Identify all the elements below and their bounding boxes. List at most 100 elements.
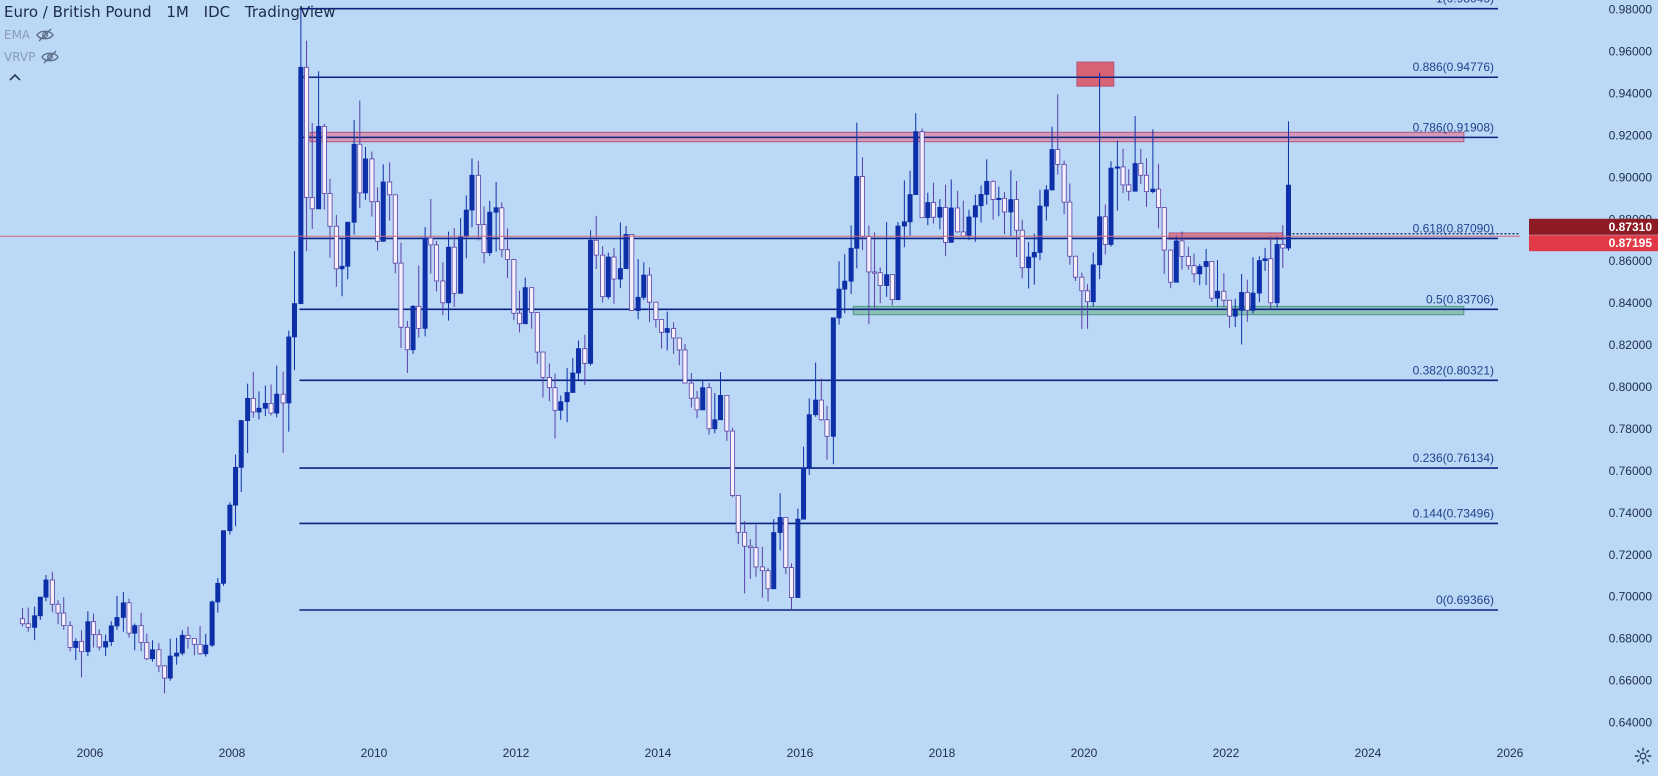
candle-up[interactable]: [220, 530, 226, 586]
candle-up[interactable]: [487, 200, 493, 256]
candle-down[interactable]: [304, 40, 310, 252]
candle-up[interactable]: [996, 186, 1002, 217]
candle-down[interactable]: [375, 187, 381, 251]
candle-down[interactable]: [1156, 163, 1162, 229]
candle-up[interactable]: [1262, 247, 1268, 271]
candle-down[interactable]: [1221, 273, 1227, 307]
gear-icon[interactable]: [1634, 747, 1652, 765]
candle-down[interactable]: [955, 190, 961, 233]
candle-up[interactable]: [1026, 242, 1032, 289]
candle-down[interactable]: [688, 372, 694, 408]
candle-down[interactable]: [1191, 253, 1197, 283]
candle-up[interactable]: [233, 454, 239, 527]
candle-down[interactable]: [540, 351, 546, 398]
candle-down[interactable]: [511, 259, 517, 321]
candle-down[interactable]: [1143, 158, 1149, 207]
candle-up[interactable]: [913, 113, 919, 195]
candle-down[interactable]: [398, 242, 404, 349]
candle-up[interactable]: [469, 158, 475, 228]
candle-down[interactable]: [534, 312, 540, 364]
candle-up[interactable]: [245, 383, 251, 454]
candle-up[interactable]: [493, 181, 499, 252]
candle-up[interactable]: [617, 222, 623, 289]
candle-down[interactable]: [250, 371, 256, 418]
candle-up[interactable]: [712, 393, 718, 434]
candle-down[interactable]: [280, 371, 286, 453]
candle-up[interactable]: [1008, 170, 1014, 237]
candle-up[interactable]: [345, 221, 351, 280]
eye-crossed-icon[interactable]: [36, 28, 54, 42]
candle-down[interactable]: [1067, 183, 1073, 265]
candle-up[interactable]: [1285, 121, 1291, 251]
candle-down[interactable]: [499, 202, 505, 258]
candle-up[interactable]: [316, 71, 322, 210]
candle-down[interactable]: [1209, 261, 1215, 302]
candle-down[interactable]: [659, 319, 665, 349]
candle-up[interactable]: [966, 209, 972, 241]
candle-up[interactable]: [564, 367, 570, 423]
candle-down[interactable]: [788, 563, 794, 611]
candle-up[interactable]: [298, 8, 304, 305]
candle-up[interactable]: [132, 623, 138, 651]
candle-up[interactable]: [588, 230, 594, 366]
candle-down[interactable]: [759, 546, 765, 598]
candle-up[interactable]: [948, 179, 954, 243]
candle-down[interactable]: [1227, 299, 1233, 328]
candle-down[interactable]: [517, 290, 523, 333]
candle-down[interactable]: [1268, 235, 1274, 309]
candle-down[interactable]: [877, 267, 883, 304]
candle-up[interactable]: [463, 195, 469, 259]
candle-down[interactable]: [1061, 160, 1067, 215]
candle-down[interactable]: [197, 626, 203, 656]
candle-down[interactable]: [1072, 255, 1078, 281]
candle-up[interactable]: [978, 185, 984, 223]
candle-up[interactable]: [422, 227, 428, 337]
candle-down[interactable]: [1185, 246, 1191, 270]
candle-up[interactable]: [215, 578, 221, 613]
candle-up[interactable]: [813, 362, 819, 417]
candle-up[interactable]: [32, 606, 38, 641]
candle-down[interactable]: [872, 232, 878, 311]
candle-down[interactable]: [730, 427, 736, 498]
candle-down[interactable]: [61, 597, 67, 630]
candle-down[interactable]: [78, 630, 84, 678]
candle-down[interactable]: [67, 621, 73, 652]
candle-down[interactable]: [943, 184, 949, 257]
candle-up[interactable]: [227, 502, 233, 535]
candle-down[interactable]: [433, 240, 439, 292]
candle-up[interactable]: [570, 357, 576, 393]
candle-up[interactable]: [771, 519, 777, 590]
chevron-up-icon[interactable]: [4, 69, 26, 85]
candle-down[interactable]: [889, 274, 895, 306]
candle-down[interactable]: [552, 373, 558, 439]
candle-down[interactable]: [1161, 207, 1167, 275]
candle-down[interactable]: [144, 633, 150, 661]
candle-down[interactable]: [96, 629, 102, 651]
candle-up[interactable]: [446, 231, 452, 321]
candle-down[interactable]: [1179, 231, 1185, 270]
candle-down[interactable]: [600, 246, 606, 303]
candle-down[interactable]: [404, 320, 410, 373]
candle-down[interactable]: [1085, 284, 1091, 329]
candle-down[interactable]: [529, 287, 535, 329]
candle-up[interactable]: [1197, 263, 1203, 286]
candle-down[interactable]: [440, 262, 446, 316]
candle-down[interactable]: [653, 301, 659, 328]
candle-down[interactable]: [392, 194, 398, 274]
candle-up[interactable]: [830, 317, 836, 465]
candle-down[interactable]: [387, 162, 393, 221]
candle-down[interactable]: [185, 626, 191, 649]
candle-down[interactable]: [1138, 148, 1144, 184]
candle-up[interactable]: [149, 640, 155, 662]
candle-down[interactable]: [309, 122, 315, 229]
candle-down[interactable]: [91, 613, 97, 648]
candle-down[interactable]: [676, 337, 682, 366]
candle-up[interactable]: [558, 395, 564, 420]
candle-up[interactable]: [1049, 126, 1055, 191]
candle-up[interactable]: [795, 508, 801, 598]
candle-down[interactable]: [369, 151, 375, 217]
candle-down[interactable]: [546, 363, 552, 402]
candle-up[interactable]: [777, 493, 783, 551]
candle-up[interactable]: [801, 446, 807, 520]
candle-up[interactable]: [362, 146, 368, 200]
